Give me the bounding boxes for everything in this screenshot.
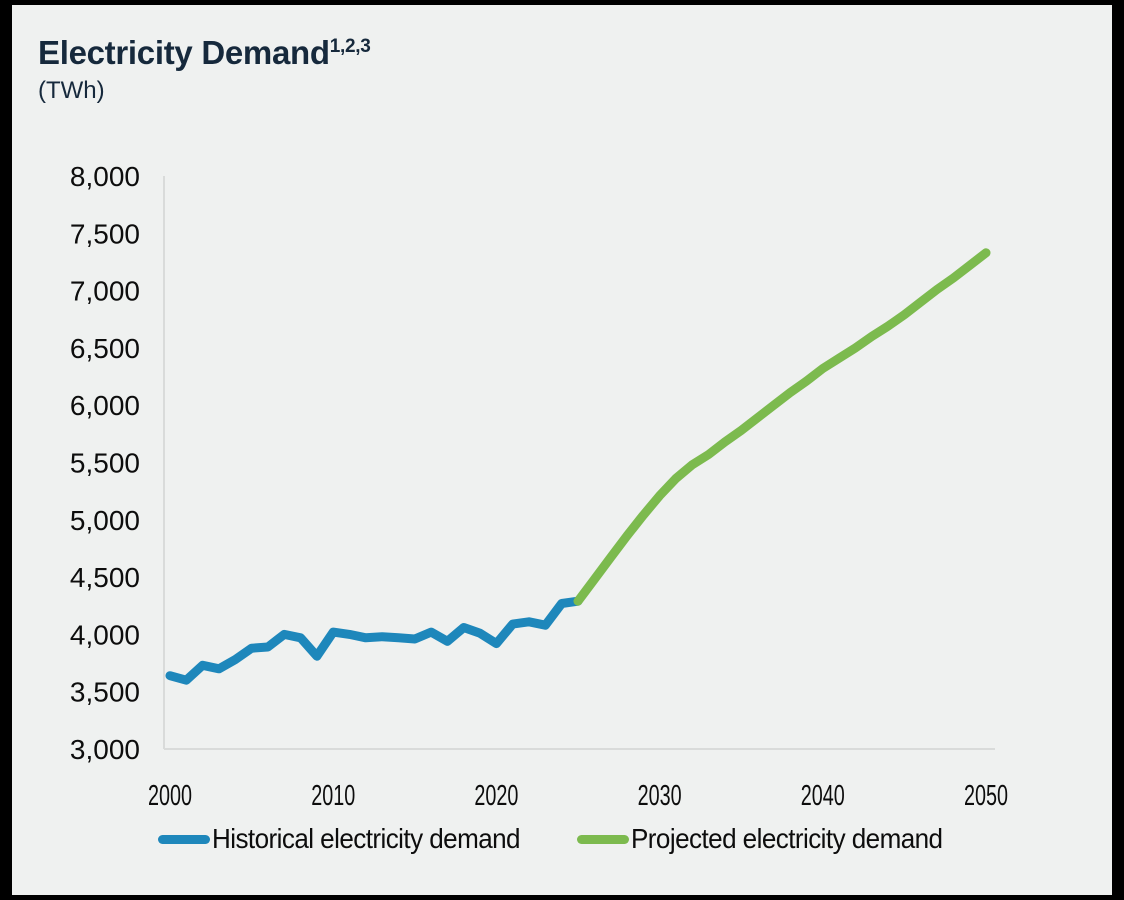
- legend-label-historical: Historical electricity demand: [211, 823, 521, 854]
- y-tick-label: 7,500: [70, 218, 140, 249]
- title-text: Electricity Demand: [38, 34, 330, 71]
- x-tick-label: 2010: [311, 780, 355, 812]
- historical-line-swatch: [157, 834, 210, 844]
- y-tick-label: 3,500: [70, 677, 140, 708]
- y-tick-label: 8,000: [70, 161, 140, 192]
- unit-label: (TWh): [38, 77, 105, 105]
- legend-label-projected: Projected electricity demand: [631, 823, 943, 854]
- legend-item-historical: Historical electricity demand: [157, 823, 543, 855]
- projected-line-swatch: [577, 834, 630, 844]
- x-tick-label: 2040: [801, 780, 845, 812]
- y-tick-label: 3,000: [70, 734, 140, 765]
- y-tick-label: 6,000: [70, 390, 140, 421]
- chart-legend: Historical electricity demand Projected …: [12, 823, 1112, 855]
- y-tick-label: 7,000: [70, 276, 140, 307]
- chart-canvas: Electricity Demand1,2,3 (TWh) 8,000 7,500…: [12, 5, 1112, 895]
- line-chart: 8,000 7,500 7,000 6,500 6,000 5,500 5,000 4,500…: [70, 161, 1008, 812]
- legend-item-projected: Projected electricity demand: [577, 823, 966, 855]
- x-tick-label: 2030: [638, 780, 682, 812]
- chart-header: Electricity Demand1,2,3 (TWh): [38, 34, 371, 105]
- x-tick-label: 2020: [474, 780, 518, 812]
- x-tick-label: 2050: [964, 780, 1008, 812]
- y-tick-label: 6,500: [70, 333, 140, 364]
- x-tick-label: 2000: [148, 780, 192, 812]
- page-title: Electricity Demand1,2,3: [38, 34, 371, 71]
- title-footnote-markers: 1,2,3: [329, 36, 371, 57]
- y-tick-label: 5,500: [70, 448, 140, 479]
- y-tick-label: 4,500: [70, 562, 140, 593]
- projected-demand-line: [573, 248, 991, 606]
- historical-demand-line: [165, 596, 583, 685]
- y-tick-label: 4,000: [70, 619, 140, 650]
- y-tick-label: 5,000: [70, 505, 140, 536]
